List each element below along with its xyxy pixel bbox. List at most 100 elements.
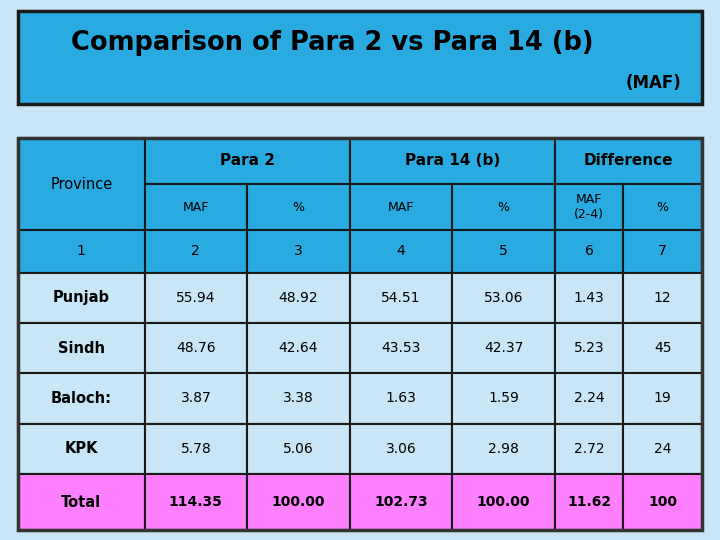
FancyBboxPatch shape [624,373,702,423]
FancyBboxPatch shape [145,184,247,230]
FancyBboxPatch shape [247,373,350,423]
Text: 4: 4 [397,245,405,259]
Text: 24: 24 [654,442,672,456]
Text: 3: 3 [294,245,303,259]
Text: 43.53: 43.53 [382,341,420,355]
Text: Difference: Difference [584,153,673,168]
Text: Punjab: Punjab [53,291,109,305]
Text: 19: 19 [654,392,672,406]
Text: Baloch:: Baloch: [51,391,112,406]
FancyBboxPatch shape [452,273,555,323]
FancyBboxPatch shape [18,230,145,273]
FancyBboxPatch shape [350,423,452,474]
Text: 3.87: 3.87 [181,392,211,406]
Text: 48.92: 48.92 [279,291,318,305]
FancyBboxPatch shape [18,373,145,423]
Text: 2.98: 2.98 [488,442,519,456]
Text: 5: 5 [499,245,508,259]
Text: %: % [292,201,305,214]
Text: 48.76: 48.76 [176,341,216,355]
Text: Para 14 (b): Para 14 (b) [405,153,500,168]
Text: 11.62: 11.62 [567,495,611,509]
FancyBboxPatch shape [247,474,350,530]
FancyBboxPatch shape [624,423,702,474]
Text: %: % [657,201,669,214]
FancyBboxPatch shape [350,230,452,273]
FancyBboxPatch shape [145,323,247,373]
Text: 100.00: 100.00 [271,495,325,509]
Text: 3.38: 3.38 [283,392,314,406]
Text: MAF
(2-4): MAF (2-4) [574,193,604,221]
Text: MAF: MAF [183,201,209,214]
Text: 114.35: 114.35 [169,495,222,509]
FancyBboxPatch shape [624,230,702,273]
FancyBboxPatch shape [145,474,247,530]
FancyBboxPatch shape [350,184,452,230]
FancyBboxPatch shape [555,323,624,373]
Text: 1: 1 [77,245,86,259]
Text: Total: Total [61,495,102,510]
Text: 1.43: 1.43 [574,291,605,305]
Text: 7: 7 [658,245,667,259]
FancyBboxPatch shape [624,474,702,530]
Text: 45: 45 [654,341,672,355]
FancyBboxPatch shape [247,423,350,474]
FancyBboxPatch shape [247,273,350,323]
FancyBboxPatch shape [555,474,624,530]
FancyBboxPatch shape [452,184,555,230]
Text: 2.24: 2.24 [574,392,605,406]
FancyBboxPatch shape [555,184,624,230]
Text: 54.51: 54.51 [382,291,420,305]
Text: 53.06: 53.06 [484,291,523,305]
FancyBboxPatch shape [452,373,555,423]
FancyBboxPatch shape [18,474,145,530]
Text: MAF: MAF [388,201,414,214]
FancyBboxPatch shape [624,273,702,323]
Text: 100: 100 [648,495,678,509]
Text: 3.06: 3.06 [386,442,416,456]
Text: 5.06: 5.06 [283,442,314,456]
Text: (MAF): (MAF) [626,74,681,92]
Text: Comparison of Para 2 vs Para 14 (b): Comparison of Para 2 vs Para 14 (b) [71,30,594,56]
Text: 12: 12 [654,291,672,305]
FancyBboxPatch shape [555,230,624,273]
Text: KPK: KPK [65,441,98,456]
Text: 42.64: 42.64 [279,341,318,355]
Text: %: % [498,201,510,214]
FancyBboxPatch shape [452,474,555,530]
FancyBboxPatch shape [555,423,624,474]
FancyBboxPatch shape [18,273,145,323]
Text: Province: Province [50,177,112,192]
FancyBboxPatch shape [624,184,702,230]
FancyBboxPatch shape [18,138,145,230]
FancyBboxPatch shape [145,423,247,474]
FancyBboxPatch shape [350,474,452,530]
Text: 5.78: 5.78 [181,442,211,456]
FancyBboxPatch shape [452,423,555,474]
FancyBboxPatch shape [624,323,702,373]
Text: 2: 2 [192,245,200,259]
Text: 2.72: 2.72 [574,442,605,456]
Text: Sindh: Sindh [58,341,105,355]
FancyBboxPatch shape [452,323,555,373]
Text: 102.73: 102.73 [374,495,428,509]
Text: 1.63: 1.63 [386,392,416,406]
Text: 1.59: 1.59 [488,392,519,406]
FancyBboxPatch shape [145,230,247,273]
FancyBboxPatch shape [247,323,350,373]
Text: 100.00: 100.00 [477,495,531,509]
FancyBboxPatch shape [145,138,350,184]
FancyBboxPatch shape [247,184,350,230]
FancyBboxPatch shape [18,423,145,474]
Text: 5.23: 5.23 [574,341,605,355]
FancyBboxPatch shape [555,138,702,184]
FancyBboxPatch shape [350,138,555,184]
Text: 6: 6 [585,245,593,259]
FancyBboxPatch shape [350,273,452,323]
FancyBboxPatch shape [145,373,247,423]
FancyBboxPatch shape [350,373,452,423]
FancyBboxPatch shape [452,230,555,273]
FancyBboxPatch shape [247,230,350,273]
FancyBboxPatch shape [555,373,624,423]
FancyBboxPatch shape [350,323,452,373]
